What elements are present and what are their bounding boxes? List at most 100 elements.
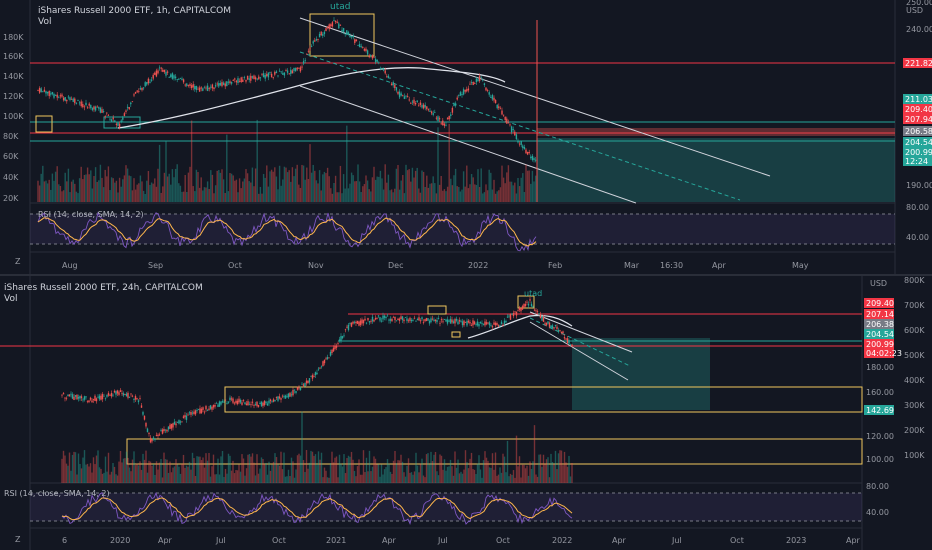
candle-body xyxy=(457,321,459,325)
candle-body xyxy=(467,320,470,323)
candle-body xyxy=(260,401,263,407)
candle-body xyxy=(504,116,506,120)
candle-body xyxy=(429,110,431,112)
bottom-target-zone xyxy=(572,338,710,410)
volume-bar xyxy=(181,191,183,202)
top-left-box xyxy=(35,115,53,133)
volume-bar xyxy=(281,469,284,483)
volume-bar xyxy=(435,193,438,202)
candle-body xyxy=(331,22,334,27)
candle-body xyxy=(526,151,529,155)
volume-bar xyxy=(559,450,561,483)
candle-body xyxy=(462,89,465,95)
volume-bar xyxy=(387,174,390,202)
candle-body xyxy=(261,73,263,75)
volume-bar xyxy=(400,180,402,202)
volume-bar xyxy=(472,469,474,483)
candle-body xyxy=(394,84,396,88)
volume-bar xyxy=(366,180,369,202)
volume-bar xyxy=(245,169,247,202)
volume-bar xyxy=(296,455,299,483)
volume-bar xyxy=(119,450,122,483)
volume-bar xyxy=(190,469,192,483)
candle-body xyxy=(304,59,306,61)
candle-body xyxy=(336,21,338,24)
volume-bar xyxy=(310,172,313,202)
candle-body xyxy=(353,321,356,323)
candle-body xyxy=(502,325,504,326)
candle-body xyxy=(491,94,494,100)
candle-body xyxy=(221,82,223,87)
volume-bar xyxy=(458,473,461,483)
candle-body xyxy=(269,399,272,402)
volume-bar xyxy=(79,463,81,483)
candle-body xyxy=(290,394,293,396)
volume-bar xyxy=(335,456,338,483)
candle-body xyxy=(294,68,297,72)
volume-bar xyxy=(523,464,525,483)
bottom-time-tick: 2023 xyxy=(786,536,806,545)
candle-body xyxy=(148,433,150,435)
candle-body xyxy=(95,398,98,402)
volume-bar xyxy=(274,167,276,202)
volume-bar xyxy=(143,459,146,483)
candle-body xyxy=(280,71,282,73)
candle-body xyxy=(493,97,495,101)
volume-bar xyxy=(152,183,154,202)
candle-body xyxy=(473,321,476,325)
candle-body xyxy=(416,318,419,321)
candle-body xyxy=(391,318,393,322)
top-price-badge xyxy=(903,114,932,124)
candle-body xyxy=(319,367,321,369)
candle-body xyxy=(421,105,423,108)
candle-body xyxy=(349,35,351,38)
candle-body xyxy=(340,336,342,341)
candle-body xyxy=(94,395,96,401)
rsi-line xyxy=(61,491,573,525)
bottom-price-tick: 160.00 xyxy=(866,388,894,397)
candle-body xyxy=(522,145,524,149)
candle-body xyxy=(406,318,408,321)
bottom-utad-box xyxy=(517,295,535,309)
candle-body xyxy=(176,422,179,423)
candle-body xyxy=(370,320,372,322)
volume-bar xyxy=(211,466,213,483)
candle-body xyxy=(67,394,69,397)
candle-body xyxy=(410,103,412,104)
candle-body xyxy=(440,319,443,321)
volume-bar xyxy=(265,462,267,483)
top-target-zone xyxy=(537,138,895,202)
volume-bar xyxy=(554,450,557,483)
volume-bar xyxy=(130,471,132,483)
candle-body xyxy=(515,311,518,316)
bottom-time-tick: Oct xyxy=(730,536,744,545)
volume-bar xyxy=(254,475,257,483)
candle-body xyxy=(171,73,174,79)
candle-body xyxy=(395,87,398,91)
volume-bar xyxy=(469,184,471,202)
candle-body xyxy=(315,39,318,41)
bottom-time-tick: Oct xyxy=(272,536,286,545)
volume-bar xyxy=(409,472,411,483)
volume-bar xyxy=(347,455,350,483)
candle-body xyxy=(517,309,519,311)
volume-bar xyxy=(510,181,513,202)
candle-body xyxy=(503,320,506,324)
candle-body xyxy=(185,415,188,420)
candle-body xyxy=(298,67,300,69)
volume-bar xyxy=(161,477,164,483)
volume-bar xyxy=(428,464,431,483)
volume-bar xyxy=(205,187,207,202)
candle-body xyxy=(88,103,90,106)
candle-body xyxy=(313,376,315,377)
bottom-sidebar-letter[interactable]: Z xyxy=(15,535,21,544)
bottom-currency[interactable]: USD xyxy=(870,279,887,288)
candle-body xyxy=(469,83,471,85)
volume-bar xyxy=(283,166,286,202)
top-sidebar-letter[interactable]: Z xyxy=(15,257,21,266)
volume-bar xyxy=(499,467,501,483)
top-utad-label: utad xyxy=(330,2,350,12)
top-currency[interactable]: USD xyxy=(906,6,923,15)
volume-bar xyxy=(440,176,442,202)
